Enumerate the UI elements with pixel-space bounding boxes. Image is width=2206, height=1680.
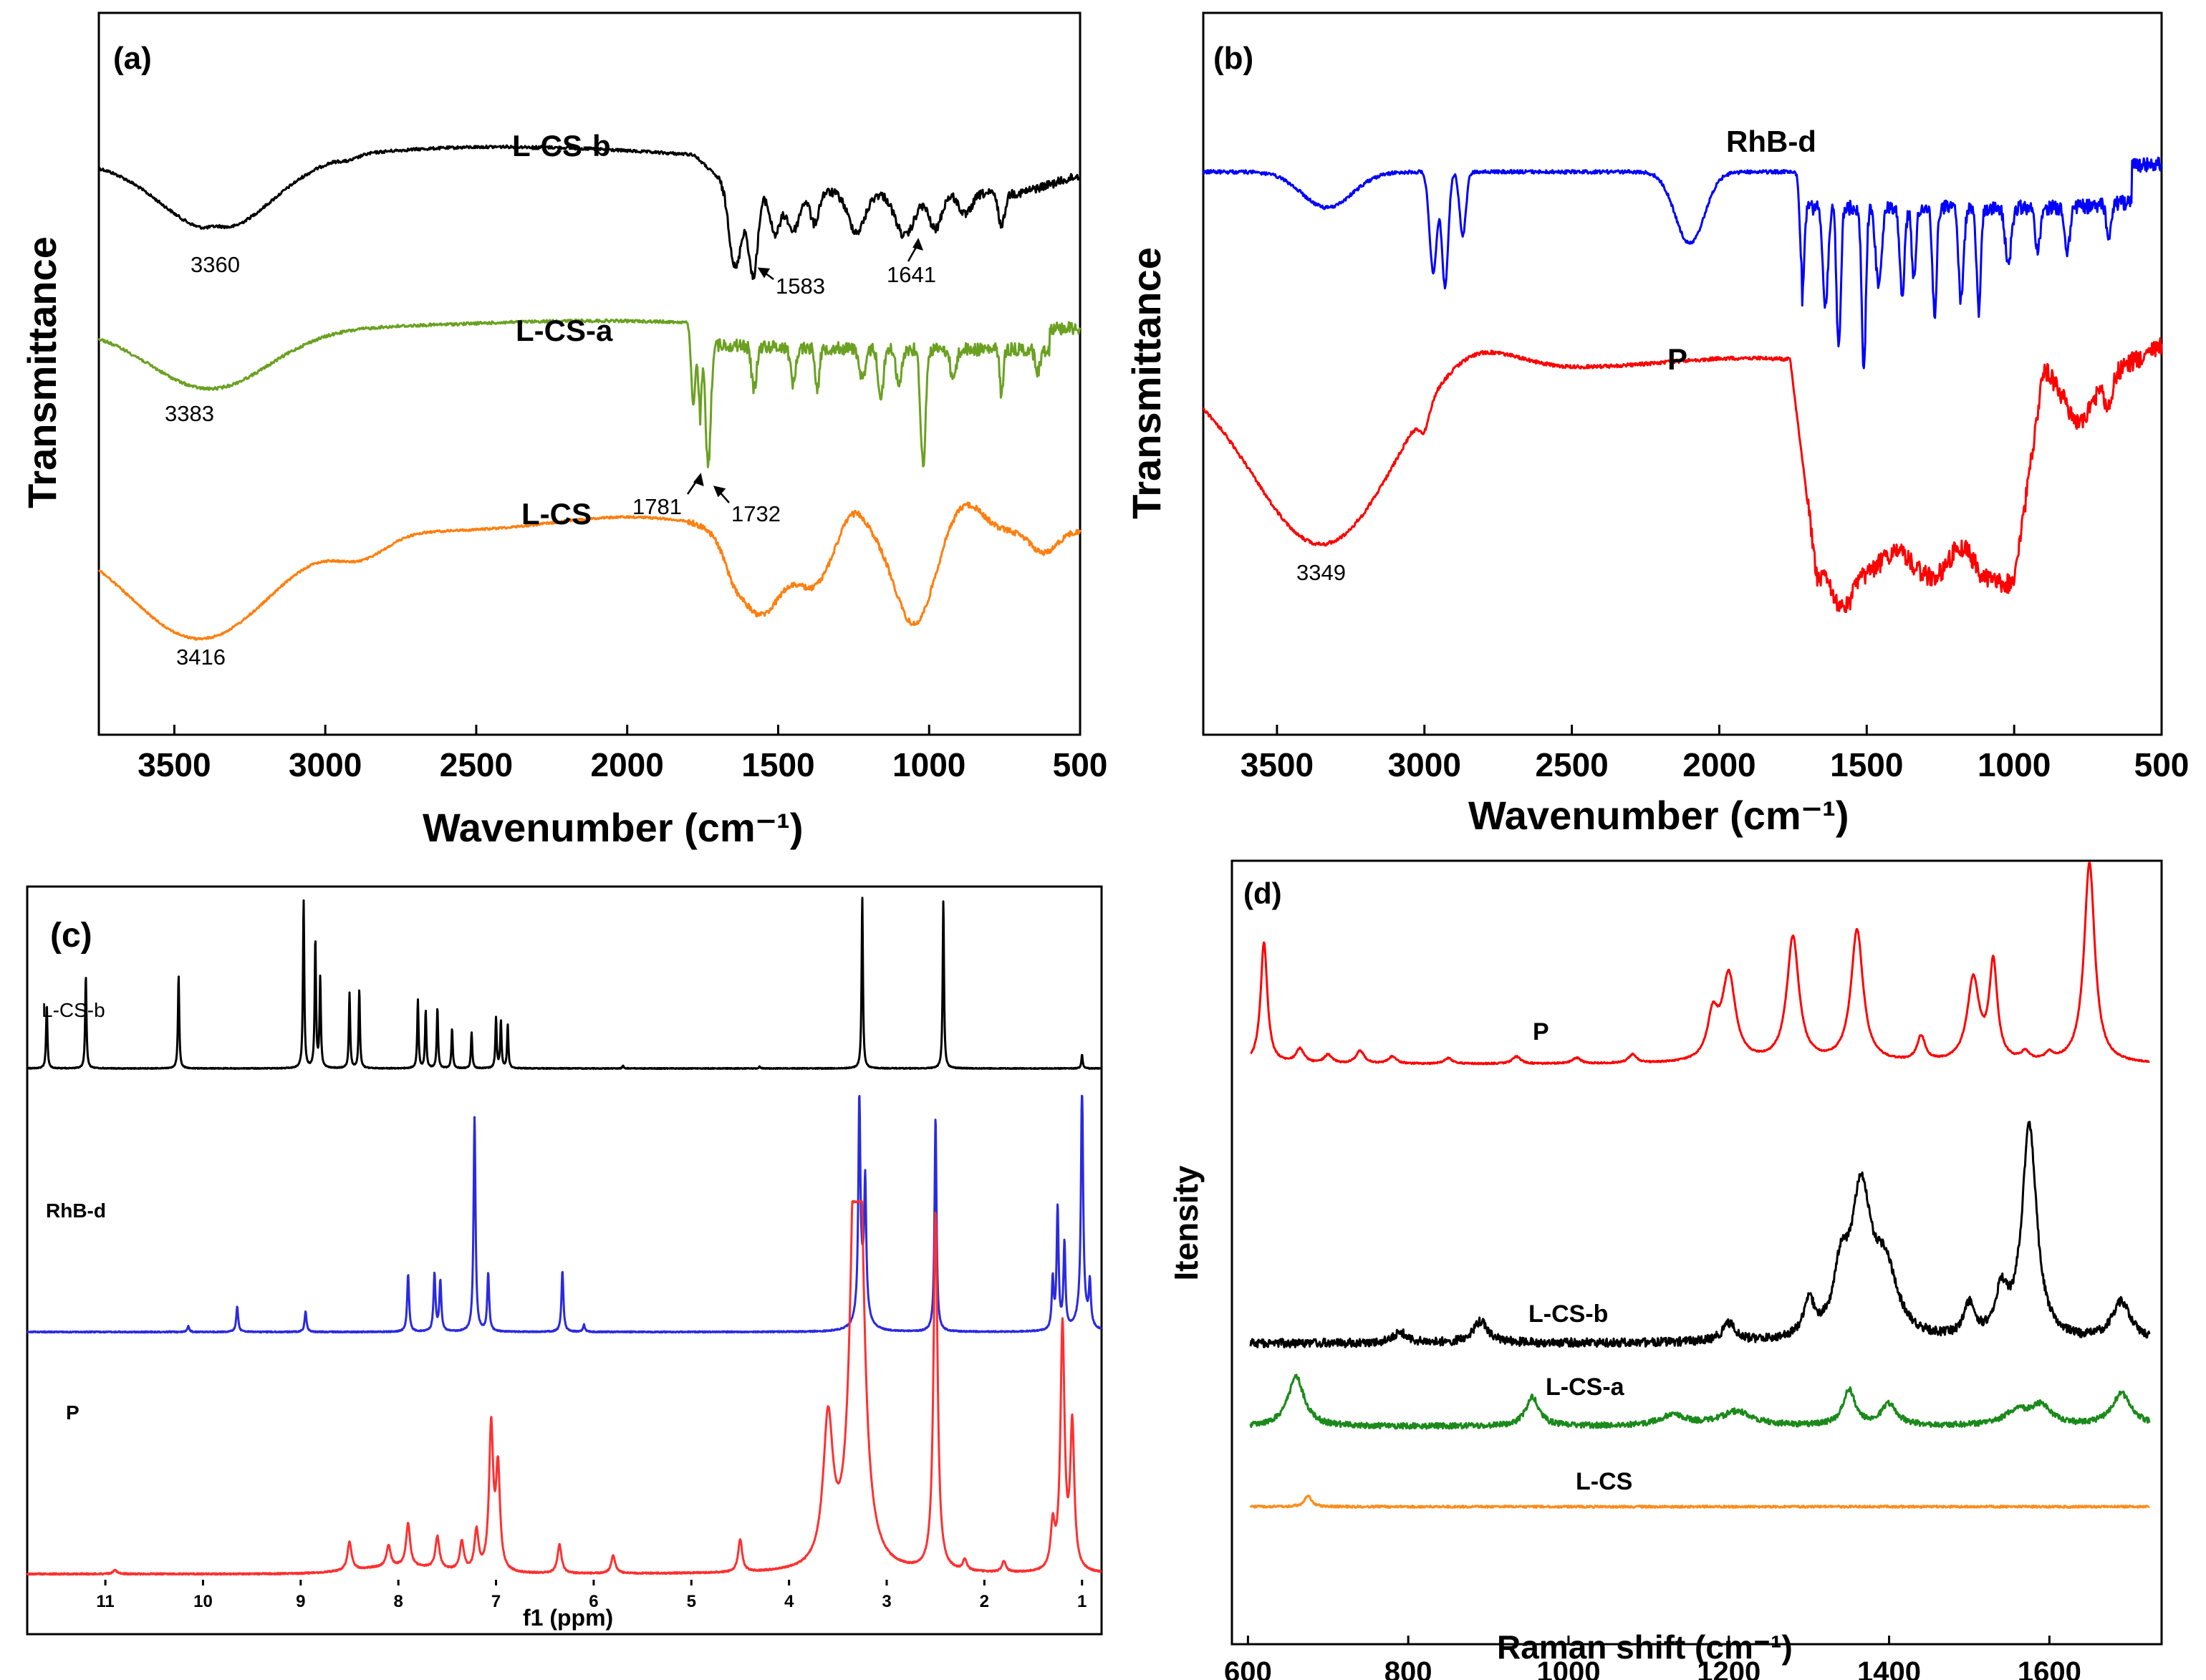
peak-annotation-3416: 3416 — [176, 645, 226, 670]
peak-annotation-1732: 1732 — [731, 501, 781, 526]
series-line-l-cs — [97, 501, 1082, 641]
peak-annotation-1583: 1583 — [776, 274, 825, 299]
series-line-p — [1203, 337, 2163, 614]
panel-d-label: (d) — [1243, 877, 1282, 910]
x-tick-label: 6 — [589, 1592, 598, 1611]
series-label-l-cs-a: L-CS-a — [1546, 1374, 1625, 1401]
peak-annotation-3360: 3360 — [191, 252, 240, 277]
series-label-p: P — [1533, 1018, 1549, 1046]
panel-c-label: (c) — [50, 917, 92, 955]
x-tick-label: 10 — [193, 1592, 213, 1611]
x-tick-label: 3500 — [138, 746, 211, 783]
peak-annotation-3383: 3383 — [165, 401, 214, 426]
x-tick-label: 2 — [980, 1592, 989, 1611]
x-tick-label: 1000 — [1978, 746, 2051, 783]
series-line-l-cs-a — [97, 318, 1082, 468]
panel-b-xlabel: Wavenumber (cm⁻¹) — [1468, 793, 1849, 838]
panel-a-xlabel: Wavenumber (cm⁻¹) — [423, 805, 804, 850]
panel-b-ylabel: Transmittance — [1124, 247, 1169, 519]
series-label-rhb-d: RhB-d — [1726, 125, 1816, 158]
peak-annotation-1641: 1641 — [887, 262, 936, 287]
panel-d-plot-area — [1230, 859, 2163, 1646]
x-tick-label: 500 — [1053, 746, 1108, 783]
x-tick-label: 800 — [1384, 1656, 1432, 1680]
series-label-p: P — [1667, 342, 1687, 376]
series-label-l-cs-b: L-CS-b — [1528, 1300, 1608, 1328]
x-tick-label: 8 — [394, 1592, 403, 1611]
series-line-p — [26, 1199, 1102, 1576]
series-line-rhb-d — [27, 1094, 1103, 1334]
panel-b-x-axis: 3500 3000 2500 2000 1500 1000 500 — [1241, 725, 2190, 783]
panel-d-xlabel: Raman shift (cm⁻¹) — [1497, 1628, 1793, 1666]
series-label-rhb-d: RhB-d — [46, 1199, 106, 1222]
series-line-rhb-d — [1202, 156, 2163, 370]
panel-b: (b) Wavenumber (cm⁻¹) Transmittance 3500… — [1124, 11, 2190, 838]
x-tick-label: 1400 — [1857, 1656, 1921, 1680]
x-tick-label: 1 — [1077, 1592, 1087, 1611]
panel-d: (d) Raman shift (cm⁻¹) Itensity 600 800 10… — [1167, 859, 2163, 1680]
x-tick-label: 2500 — [1535, 746, 1608, 783]
series-label-l-cs: L-CS — [521, 497, 592, 531]
x-tick-label: 1000 — [1536, 1656, 1600, 1680]
series-line-l-cs-b — [1249, 1121, 2151, 1348]
x-tick-label: 3 — [882, 1592, 891, 1611]
panel-a-x-axis: 3500 3000 2500 2000 1500 1000 500 — [138, 725, 1107, 783]
panel-d-ylabel: Itensity — [1167, 1165, 1205, 1280]
x-tick-label: 1600 — [2018, 1656, 2081, 1680]
series-line-l-cs-a — [1249, 1374, 2151, 1430]
x-tick-label: 2000 — [591, 746, 664, 783]
peak-annotation-1781: 1781 — [632, 494, 682, 519]
x-tick-label: 9 — [296, 1592, 305, 1611]
series-line-p — [1250, 861, 2150, 1066]
panel-a-label: (a) — [113, 41, 152, 76]
panel-a-plot-area — [97, 11, 1082, 736]
x-tick-label: 5 — [687, 1592, 696, 1611]
x-tick-label: 11 — [96, 1592, 114, 1611]
x-tick-label: 2500 — [440, 746, 513, 783]
panel-c-plot-area — [26, 885, 1103, 1636]
x-tick-label: 1500 — [1830, 746, 1903, 783]
x-tick-label: 3500 — [1241, 746, 1314, 783]
x-tick-label: 2000 — [1682, 746, 1755, 783]
series-label-l-cs-a: L-CS-a — [516, 314, 613, 347]
x-tick-label: 7 — [491, 1592, 501, 1611]
x-tick-label: 1000 — [892, 746, 965, 783]
panel-c-xlabel: f1 (ppm) — [523, 1605, 613, 1631]
panel-a-ylabel: Transmittance — [19, 236, 64, 508]
x-tick-label: 4 — [784, 1592, 794, 1611]
series-line-l-cs-b — [26, 897, 1103, 1071]
panel-c: (c) f1 (ppm) 11 10 9 8 7 6 5 4 3 2 1 L-CS-b RhB-d … — [26, 885, 1103, 1636]
x-tick-label: 500 — [2134, 746, 2190, 783]
series-label-l-cs-b: L-CS-b — [512, 129, 611, 163]
panel-b-label: (b) — [1213, 41, 1253, 76]
series-label-p: P — [66, 1401, 80, 1424]
annotation-arrows-a — [686, 238, 924, 503]
x-tick-label: 1200 — [1697, 1656, 1761, 1680]
peak-annotation-3349: 3349 — [1296, 560, 1346, 585]
panel-a: (a) Wavenumber (cm⁻¹) Transmittance 3500… — [19, 11, 1107, 850]
panel-b-plot-area — [1202, 11, 2163, 736]
x-tick-label: 600 — [1224, 1656, 1272, 1680]
series-label-l-cs: L-CS — [1576, 1468, 1632, 1495]
series-line-l-cs-b — [97, 144, 1081, 280]
series-line-l-cs — [1249, 1495, 2150, 1509]
x-tick-label: 3000 — [289, 746, 362, 783]
panel-d-x-axis: 600 800 1000 1200 1400 1600 — [1224, 1636, 2081, 1680]
x-tick-label: 1500 — [741, 746, 814, 783]
x-tick-label: 3000 — [1388, 746, 1461, 783]
series-label-l-cs-b: L-CS-b — [42, 999, 105, 1021]
panel-c-x-axis: 11 10 9 8 7 6 5 4 3 2 1 — [96, 1580, 1087, 1611]
